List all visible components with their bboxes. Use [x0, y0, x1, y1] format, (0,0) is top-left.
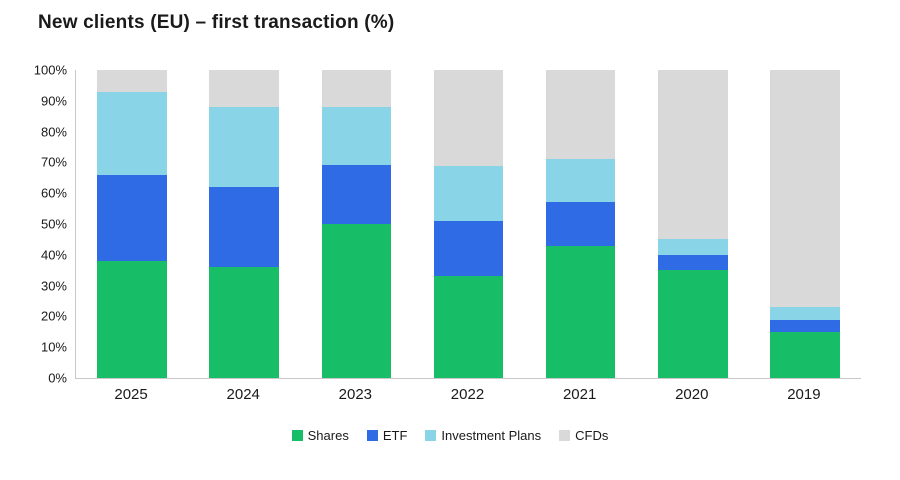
legend-item-cfds: CFDs	[559, 428, 608, 443]
segment-cfds	[209, 70, 279, 107]
segment-etf	[321, 165, 392, 224]
bar-column-2019	[749, 70, 861, 378]
segment-etf	[658, 254, 728, 271]
legend-swatch-investment-plans	[425, 430, 437, 441]
legend: Shares ETF Investment Plans CFDs	[0, 428, 900, 443]
stacked-bar-2020	[658, 70, 728, 378]
stacked-bar-2021	[545, 70, 616, 378]
y-axis-tick: 20%	[40, 308, 67, 324]
y-axis: 0% 10% 20% 30% 40% 50% 60% 70% 80% 90% 100%	[30, 63, 75, 386]
segment-cfds	[433, 70, 504, 166]
segment-etf	[770, 319, 840, 332]
stacked-bar-2019	[770, 70, 840, 378]
x-axis-label: 2019	[787, 386, 821, 403]
segment-investment-plans	[770, 307, 840, 320]
segment-shares	[321, 224, 392, 378]
bar-column-2021	[525, 70, 637, 378]
bar-column-2022	[412, 70, 524, 378]
x-axis: 2025 2024 2023 2022 2021 2020 2019	[75, 386, 860, 403]
segment-etf	[209, 187, 279, 268]
segment-shares	[97, 260, 167, 378]
x-axis-label: 2021	[562, 386, 597, 403]
segment-etf	[545, 202, 616, 246]
y-axis-tick: 90%	[40, 93, 67, 109]
segment-etf	[433, 220, 504, 277]
segment-shares	[545, 245, 616, 378]
y-axis-tick: 100%	[33, 62, 67, 78]
x-axis-label: 2023	[338, 386, 373, 403]
chart-title: New clients (EU) – first transaction (%)	[38, 12, 395, 33]
segment-shares	[770, 331, 840, 378]
segment-shares	[209, 267, 279, 378]
stacked-bar-2025	[97, 70, 167, 378]
legend-swatch-shares	[291, 430, 303, 441]
y-axis-tick: 70%	[40, 154, 67, 170]
legend-label: ETF	[382, 428, 408, 443]
segment-investment-plans	[545, 159, 616, 203]
legend-item-etf: ETF	[366, 428, 408, 443]
y-axis-tick: 40%	[40, 247, 67, 263]
segment-investment-plans	[321, 106, 392, 166]
legend-label: Shares	[307, 428, 349, 443]
y-axis-tick: 50%	[40, 216, 67, 232]
legend-item-investment-plans: Investment Plans	[425, 428, 541, 443]
segment-cfds	[545, 70, 616, 160]
bar-column-2020	[637, 70, 749, 378]
legend-label: Investment Plans	[441, 428, 542, 443]
segment-investment-plans	[433, 165, 504, 221]
bar-column-2024	[188, 70, 300, 378]
stacked-bar-2024	[209, 70, 279, 378]
y-axis-tick: 0%	[48, 370, 67, 386]
segment-investment-plans	[658, 239, 728, 255]
legend-item-shares: Shares	[291, 428, 349, 443]
x-axis-label: 2020	[675, 386, 709, 403]
bar-column-2023	[300, 70, 412, 378]
plot-area	[75, 70, 861, 379]
x-axis-label: 2024	[226, 386, 260, 403]
segment-etf	[97, 174, 167, 261]
segment-cfds	[97, 70, 167, 92]
y-axis-tick: 60%	[40, 185, 67, 201]
y-axis-tick: 30%	[40, 278, 67, 294]
segment-cfds	[658, 70, 728, 240]
bar-column-2025	[76, 70, 188, 378]
legend-swatch-cfds	[559, 430, 571, 441]
y-axis-tick: 10%	[40, 339, 67, 355]
x-axis-label: 2025	[114, 386, 148, 403]
segment-cfds	[770, 70, 840, 308]
segment-shares	[658, 270, 728, 378]
legend-swatch-etf	[366, 430, 378, 441]
stacked-bar-2023	[321, 70, 392, 378]
x-axis-label: 2022	[450, 386, 485, 403]
segment-investment-plans	[209, 106, 279, 188]
y-axis-tick: 80%	[40, 124, 67, 140]
segment-investment-plans	[97, 91, 167, 175]
segment-cfds	[321, 70, 392, 107]
stacked-bar-2022	[433, 70, 504, 378]
chart-body: 0% 10% 20% 30% 40% 50% 60% 70% 80% 90% 100% 2025 20…	[30, 63, 870, 430]
segment-shares	[433, 276, 504, 378]
legend-label: CFDs	[575, 428, 609, 443]
